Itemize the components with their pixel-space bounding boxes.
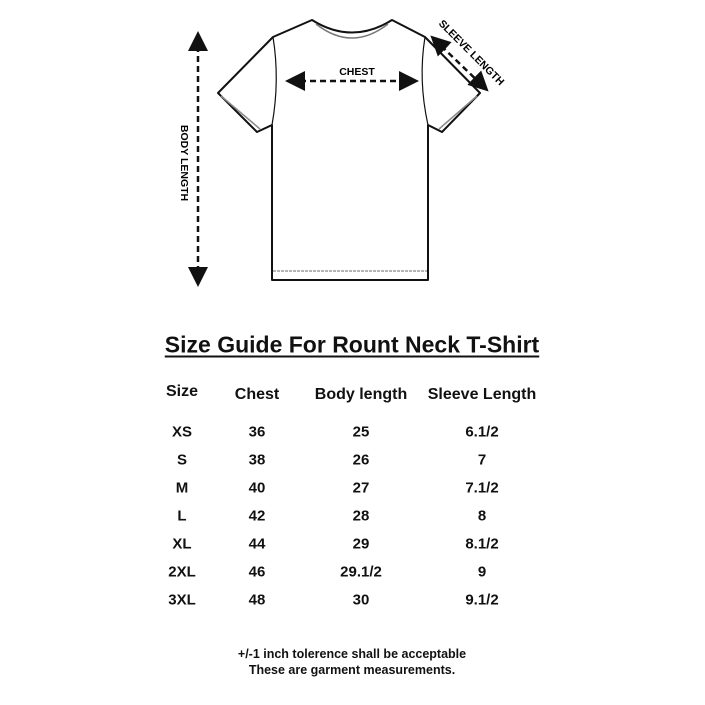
table-cell: 42 (248, 507, 266, 525)
page-title: Size Guide For Rount Neck T-Shirt (164, 331, 540, 358)
column-header: Sleeve Length (427, 386, 537, 403)
footer-tolerance-note: +/-1 inch tolerence shall be acceptable (237, 647, 467, 661)
table-cell: 48 (248, 591, 266, 609)
table-cell: 46 (248, 563, 266, 581)
table-cell: 7 (477, 451, 487, 469)
table-cell: 29 (352, 535, 370, 553)
table-cell: 36 (248, 423, 266, 441)
table-cell: 28 (352, 507, 370, 525)
column-header: Size (165, 383, 199, 400)
table-cell: S (176, 451, 188, 469)
column-header: Body length (314, 386, 408, 403)
table-cell: 26 (352, 451, 370, 469)
table-cell: 3XL (168, 591, 196, 609)
table-cell: 30 (352, 591, 370, 609)
table-cell: 9.1/2 (465, 591, 499, 609)
table-cell: 9 (477, 563, 487, 581)
tshirt-outline (217, 19, 481, 281)
table-cell: 40 (248, 479, 266, 497)
table-cell: L (177, 507, 187, 525)
body-length-label: BODY LENGTH (178, 125, 190, 201)
table-cell: 27 (352, 479, 370, 497)
table-cell: 44 (248, 535, 266, 553)
table-cell: 8.1/2 (465, 535, 499, 553)
column-header: Chest (234, 386, 280, 403)
table-cell: 8 (477, 507, 487, 525)
table-cell: 29.1/2 (340, 563, 382, 581)
footer-measurement-note: These are garment measurements. (248, 663, 456, 677)
table-cell: 25 (352, 423, 370, 441)
table-cell: 7.1/2 (465, 479, 499, 497)
table-cell: XS (171, 423, 193, 441)
table-cell: 38 (248, 451, 266, 469)
table-cell: 6.1/2 (465, 423, 499, 441)
table-cell: XL (172, 535, 192, 553)
tshirt-diagram: CHEST BODY LENGTH SLEEVE LENGTH (178, 18, 506, 287)
sleeve-length-arrow (430, 35, 489, 92)
table-cell: 2XL (168, 563, 196, 581)
table-cell: M (175, 479, 189, 497)
chest-label: CHEST (339, 66, 375, 78)
